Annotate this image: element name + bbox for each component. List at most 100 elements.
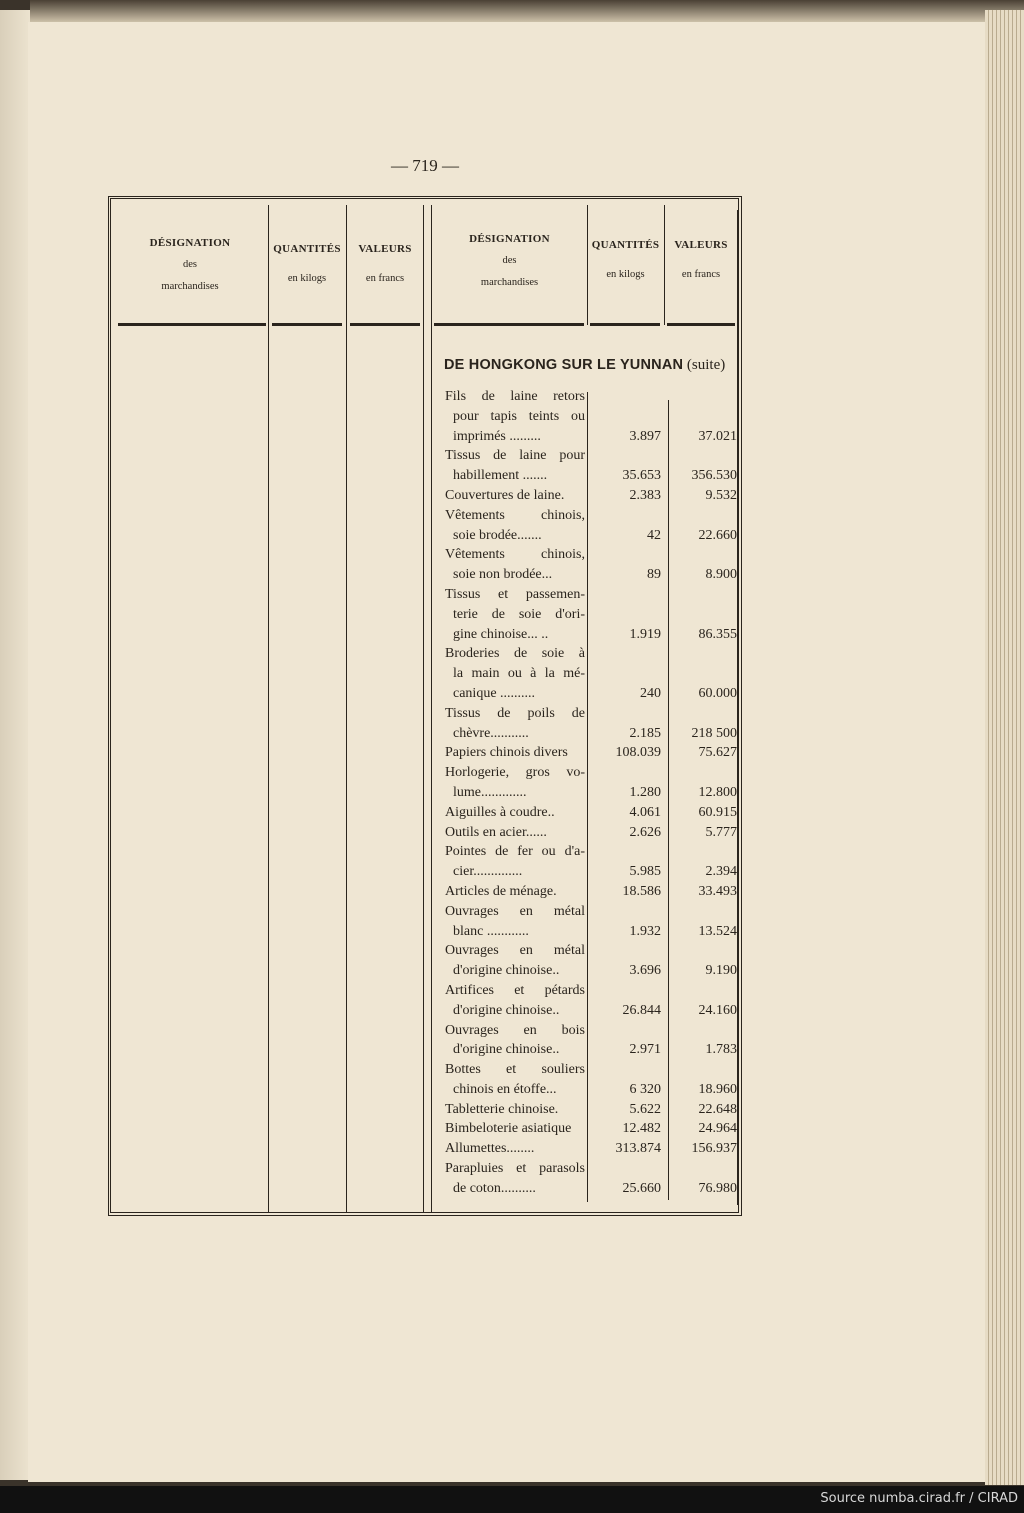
item-designation: Tissus de laine pour habillement .......: [445, 446, 585, 486]
item-value: 156.937: [691, 1141, 738, 1157]
item-value: 24.160: [698, 1002, 738, 1018]
item-quantity: 313.874: [615, 1141, 662, 1157]
column-divider: [664, 205, 665, 325]
table-row: Papiers chinois divers 108.039 75.627: [445, 743, 743, 763]
section-title-text: DE HONGKONG SUR LE YUNNAN: [444, 357, 684, 373]
column-divider: [737, 210, 738, 1205]
item-value: 13.524: [698, 923, 738, 939]
table-row: Ouvrages en métal blanc ............ 1.932…: [445, 902, 743, 942]
item-designation: Allumettes........: [445, 1139, 585, 1159]
header-rule: [118, 323, 266, 326]
page-edges: [985, 10, 1024, 1485]
item-quantity: 4.061: [629, 804, 662, 820]
item-value: 5.777: [705, 824, 738, 840]
item-quantity: 2.185: [629, 725, 662, 741]
designation-line: Horlogerie, gros vo-: [445, 765, 585, 781]
designation-line: Parapluies et parasols: [445, 1161, 585, 1177]
table-row: Bimbeloterie asiatique 12.482 24.964: [445, 1119, 743, 1139]
designation-line: blanc ............: [453, 923, 529, 939]
designation-line: cier..............: [453, 864, 523, 880]
designation-line: Broderies de soie à: [445, 646, 585, 662]
designation-line: soie non brodée...: [453, 567, 553, 583]
item-value: 18.960: [698, 1081, 738, 1097]
item-quantity: 25.660: [622, 1180, 662, 1196]
item-designation: Ouvrages en métal d'origine chinoise..: [445, 941, 585, 981]
header-label: VALEURS: [674, 239, 728, 251]
table-row: Parapluies et parasols de coton..........…: [445, 1159, 743, 1199]
item-quantity: 2.626: [629, 824, 662, 840]
item-quantity: 2.383: [629, 487, 662, 503]
item-quantity: 1.932: [629, 923, 662, 939]
designation-line: Ouvrages en métal: [445, 943, 585, 959]
item-value: 22.660: [698, 527, 738, 543]
item-quantity: 3.897: [629, 428, 662, 444]
item-quantity: 12.482: [622, 1121, 662, 1137]
item-value: 1.783: [705, 1042, 738, 1058]
item-designation: Vêtements chinois, soie brodée.......: [445, 506, 585, 546]
section-title: DE HONGKONG SUR LE YUNNAN (suite): [444, 357, 740, 374]
item-value: 86.355: [698, 626, 738, 642]
designation-line: Bimbeloterie asiatique: [445, 1121, 572, 1137]
item-designation: Broderies de soie à la main ou à la mé-ca…: [445, 644, 585, 703]
item-designation: Tissus et passemen-terie de soie d'ori-g…: [445, 585, 585, 644]
table-row: Vêtements chinois, soie non brodée... 89 8.…: [445, 545, 743, 585]
header-label: en francs: [681, 269, 721, 280]
left-page-edge: [0, 10, 30, 1480]
item-value: 356.530: [691, 468, 738, 484]
item-designation: Ouvrages en métal blanc ............: [445, 902, 585, 942]
item-quantity: 35.653: [622, 468, 662, 484]
designation-line: Tabletterie chinoise.: [445, 1101, 559, 1117]
item-value: 76.980: [698, 1180, 738, 1196]
item-value: 60.000: [698, 685, 738, 701]
item-quantity: 240: [640, 685, 661, 701]
item-designation: Couvertures de laine.: [445, 486, 585, 506]
header-label: QUANTITÉS: [273, 243, 341, 255]
designation-line: la main ou à la mé-: [453, 666, 585, 682]
header-label: marchandises: [480, 277, 539, 288]
designation-line: soie brodée.......: [453, 527, 542, 543]
designation-line: chèvre...........: [453, 725, 529, 741]
table-row: Vêtements chinois, soie brodée....... 42 22…: [445, 506, 743, 546]
column-divider: [587, 392, 588, 1202]
item-designation: Artifices et pétards d'origine chinoise..: [445, 981, 585, 1021]
item-value: 2.394: [705, 864, 738, 880]
item-value: 37.021: [698, 428, 738, 444]
footer-bar: [0, 1486, 1024, 1513]
table-row: Outils en acier...... 2.626 5.777: [445, 823, 743, 843]
designation-line: Papiers chinois divers: [445, 745, 568, 761]
designation-line: habillement .......: [453, 468, 548, 484]
designation-line: Aiguilles à coudre..: [445, 804, 555, 820]
table-row: Couvertures de laine. 2.383 9.532: [445, 486, 743, 506]
item-designation: Vêtements chinois, soie non brodée...: [445, 545, 585, 585]
item-designation: Fils de laine retors pour tapis teints ou…: [445, 387, 585, 446]
item-quantity: 1.919: [629, 626, 662, 642]
item-designation: Papiers chinois divers: [445, 743, 585, 763]
designation-line: Allumettes........: [445, 1141, 535, 1157]
table-row: Bottes et souliers chinois en étoffe... 6 …: [445, 1060, 743, 1100]
designation-line: Vêtements chinois,: [445, 507, 585, 523]
item-quantity: 1.280: [629, 784, 662, 800]
item-list: Fils de laine retors pour tapis teints ou…: [445, 387, 743, 1199]
header-label: des: [183, 259, 197, 270]
item-designation: Horlogerie, gros vo-lume.............: [445, 763, 585, 803]
column-divider: [423, 205, 424, 1213]
item-designation: Parapluies et parasols de coton..........: [445, 1159, 585, 1199]
section-title-suffix: (suite): [686, 357, 726, 373]
table-row: Broderies de soie à la main ou à la mé-ca…: [445, 644, 743, 703]
header-quantites-right: QUANTITÉS en kilogs: [587, 234, 664, 286]
item-designation: Tabletterie chinoise.: [445, 1100, 585, 1120]
item-designation: Bimbeloterie asiatique: [445, 1119, 585, 1139]
designation-line: Ouvrages en métal: [445, 903, 585, 919]
item-value: 33.493: [698, 883, 738, 899]
item-value: 12.800: [698, 784, 738, 800]
designation-line: Tissus et passemen-: [445, 586, 585, 602]
item-designation: Articles de ménage.: [445, 882, 585, 902]
designation-line: Vêtements chinois,: [445, 547, 585, 563]
header-label: DÉSIGNATION: [149, 237, 231, 249]
designation-line: Couvertures de laine.: [445, 487, 565, 503]
column-divider: [346, 205, 347, 1213]
table-row: Aiguilles à coudre.. 4.061 60.915: [445, 803, 743, 823]
item-quantity: 18.586: [622, 883, 662, 899]
header-label: VALEURS: [358, 243, 412, 255]
header-valeurs-right: VALEURS en francs: [664, 234, 738, 286]
